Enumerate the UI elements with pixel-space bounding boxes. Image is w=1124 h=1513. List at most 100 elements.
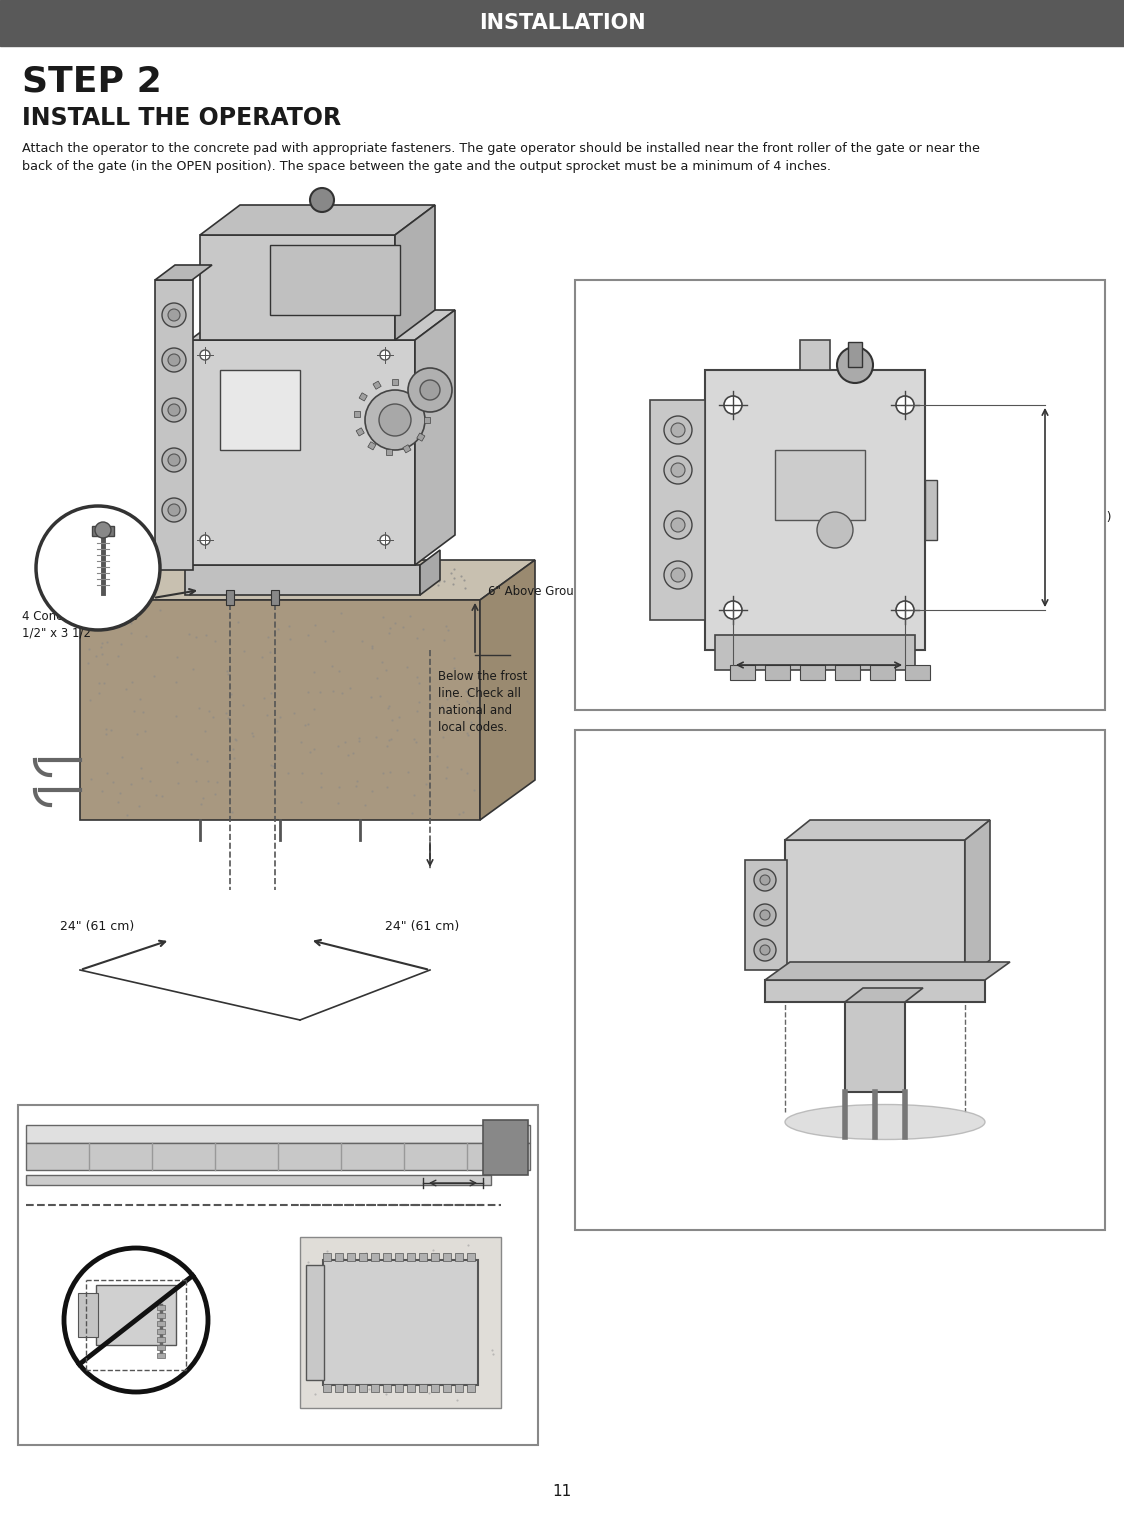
Circle shape (671, 517, 685, 533)
Circle shape (760, 875, 770, 885)
Bar (18, 1104, 538, 1445)
Bar (157, 1306, 165, 1310)
Bar (157, 1337, 165, 1342)
Text: INSTALL THE OPERATOR: INSTALL THE OPERATOR (22, 106, 341, 130)
Bar (323, 1253, 330, 1260)
Bar (395, 1253, 404, 1260)
Bar (392, 378, 398, 384)
Bar (373, 381, 381, 389)
Circle shape (167, 454, 180, 466)
Bar (26, 1142, 531, 1170)
Text: line. Check all: line. Check all (438, 687, 522, 701)
Circle shape (96, 522, 111, 539)
Bar (200, 235, 395, 340)
Bar (335, 1384, 343, 1392)
Bar (650, 399, 705, 620)
Polygon shape (415, 310, 455, 564)
Bar (408, 384, 416, 392)
Polygon shape (845, 988, 923, 1002)
Text: STEP 2: STEP 2 (22, 65, 162, 98)
Polygon shape (190, 310, 455, 340)
Circle shape (162, 303, 185, 327)
Circle shape (64, 1248, 208, 1392)
Bar (157, 1328, 165, 1334)
Bar (417, 433, 425, 442)
Bar (705, 371, 925, 651)
Bar (356, 428, 364, 436)
Polygon shape (480, 560, 535, 820)
Circle shape (724, 396, 742, 415)
Bar (745, 859, 787, 970)
Bar (443, 1384, 451, 1392)
Text: 11: 11 (552, 1484, 572, 1499)
Bar (483, 1120, 528, 1176)
Text: INSTALLATION: INSTALLATION (479, 14, 645, 33)
Polygon shape (155, 265, 212, 280)
Bar (26, 1126, 531, 1142)
Bar (92, 527, 114, 536)
Bar (575, 280, 1105, 710)
Bar (407, 1253, 415, 1260)
Text: MOUNTING FOOTPRINT: MOUNTING FOOTPRINT (732, 300, 949, 318)
Bar (270, 245, 400, 315)
Bar (455, 1384, 463, 1392)
Circle shape (310, 188, 334, 212)
Bar (371, 1253, 379, 1260)
Bar (419, 1384, 427, 1392)
Text: POST MOUNT: POST MOUNT (778, 747, 903, 766)
Bar (383, 1253, 391, 1260)
Bar (323, 1384, 330, 1392)
Polygon shape (765, 962, 1010, 980)
Text: local codes.: local codes. (438, 722, 507, 734)
Bar (466, 1384, 475, 1392)
Polygon shape (420, 551, 439, 595)
Bar (157, 1345, 165, 1350)
Circle shape (420, 380, 439, 399)
Circle shape (671, 567, 685, 583)
Bar (157, 1313, 165, 1318)
Circle shape (200, 350, 210, 360)
Bar (455, 1253, 463, 1260)
Bar (575, 729, 1105, 1230)
Circle shape (380, 536, 390, 545)
Bar (905, 666, 930, 679)
Bar (354, 412, 360, 418)
Bar (157, 1321, 165, 1325)
Text: 10.3" (26.2 cm): 10.3" (26.2 cm) (770, 676, 868, 690)
Circle shape (760, 909, 770, 920)
Text: (26.4 cm): (26.4 cm) (1051, 511, 1112, 523)
Bar (383, 1384, 391, 1392)
Text: back of the gate (in the OPEN position). The space between the gate and the outp: back of the gate (in the OPEN position).… (22, 160, 831, 172)
Circle shape (671, 424, 685, 437)
Text: Attach the operator to the concrete pad with appropriate fasteners. The gate ope: Attach the operator to the concrete pad … (22, 142, 980, 154)
Circle shape (162, 448, 185, 472)
Text: 4 Concrete Anchors: 4 Concrete Anchors (22, 610, 138, 623)
Bar (157, 1353, 165, 1359)
Circle shape (200, 536, 210, 545)
Circle shape (379, 404, 411, 436)
Bar (785, 840, 966, 980)
Bar (306, 1265, 324, 1380)
Text: (operator): (operator) (369, 1321, 432, 1333)
Circle shape (162, 348, 185, 372)
Circle shape (896, 396, 914, 415)
Text: 4" (10 cm): 4" (10 cm) (422, 1160, 484, 1173)
Circle shape (408, 368, 452, 412)
Circle shape (896, 601, 914, 619)
Bar (220, 371, 300, 449)
Bar (424, 418, 430, 424)
Bar (845, 1002, 905, 1092)
Text: 6" Above Ground: 6" Above Ground (488, 586, 589, 598)
Bar (335, 1253, 343, 1260)
Bar (430, 1384, 439, 1392)
Circle shape (754, 868, 776, 891)
Bar (776, 449, 865, 520)
Circle shape (817, 511, 853, 548)
Bar (371, 1384, 379, 1392)
Circle shape (664, 455, 692, 484)
Text: (chain location): (chain location) (90, 1403, 182, 1416)
Circle shape (167, 309, 180, 321)
Bar (407, 1384, 415, 1392)
Bar (368, 442, 377, 449)
Polygon shape (200, 204, 435, 235)
